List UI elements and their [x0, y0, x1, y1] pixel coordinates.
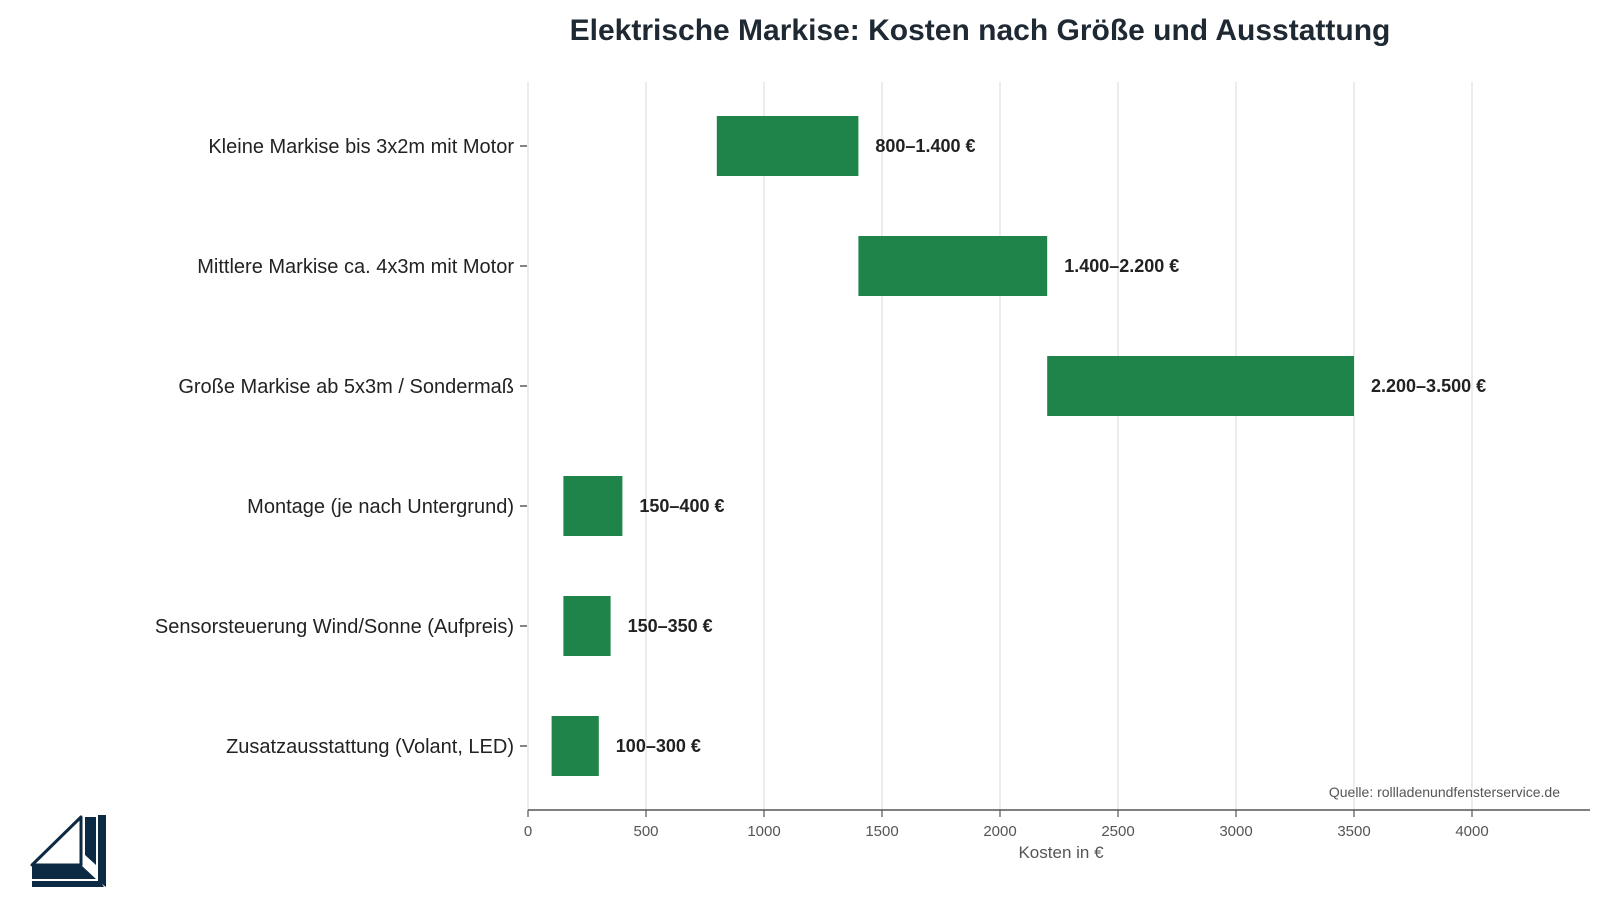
bar — [1047, 356, 1354, 416]
category-label: Zusatzausstattung (Volant, LED) — [226, 736, 514, 758]
bar — [716, 116, 859, 176]
grid-lines — [527, 82, 1473, 810]
x-tick-label: 3000 — [1219, 823, 1252, 840]
x-tick-label: 4000 — [1455, 823, 1488, 840]
chart-title: Elektrische Markise: Kosten nach Größe u… — [569, 14, 1391, 47]
category-labels: Kleine Markise bis 3x2m mit Motor Mittler… — [155, 136, 527, 758]
value-label: 100–300 € — [616, 736, 701, 756]
value-label: 2.200–3.500 € — [1371, 376, 1486, 396]
value-label: 150–400 € — [639, 496, 724, 516]
x-tick-label: 3500 — [1337, 823, 1370, 840]
bars — [551, 116, 1354, 776]
x-tick-label: 0 — [524, 823, 532, 840]
x-axis: 0 500 1000 1500 2000 2500 3000 3500 4000 — [524, 809, 1590, 840]
category-label: Sensorsteuerung Wind/Sonne (Aufpreis) — [155, 616, 514, 638]
bar — [858, 236, 1048, 296]
x-tick-label: 2500 — [1101, 823, 1134, 840]
bar — [551, 716, 599, 776]
bar — [563, 476, 623, 536]
value-label: 800–1.400 € — [875, 136, 975, 156]
x-tick-label: 1000 — [747, 823, 780, 840]
category-label: Kleine Markise bis 3x2m mit Motor — [208, 136, 514, 158]
category-label: Mittlere Markise ca. 4x3m mit Motor — [197, 256, 514, 278]
value-label: 1.400–2.200 € — [1064, 256, 1179, 276]
value-labels: 800–1.400 € 1.400–2.200 € 2.200–3.500 € 150… — [616, 136, 1486, 756]
window-logo-icon — [30, 815, 106, 887]
x-tick-label: 500 — [633, 823, 658, 840]
source-label: Quelle: rollladenundfensterservice.de — [1329, 784, 1560, 800]
x-tick-label: 1500 — [865, 823, 898, 840]
category-label: Montage (je nach Untergrund) — [247, 496, 514, 518]
bar — [563, 596, 611, 656]
value-label: 150–350 € — [628, 616, 713, 636]
category-label: Große Markise ab 5x3m / Sondermaß — [178, 376, 514, 398]
x-tick-label: 2000 — [983, 823, 1016, 840]
x-axis-title: Kosten in € — [1018, 843, 1104, 862]
